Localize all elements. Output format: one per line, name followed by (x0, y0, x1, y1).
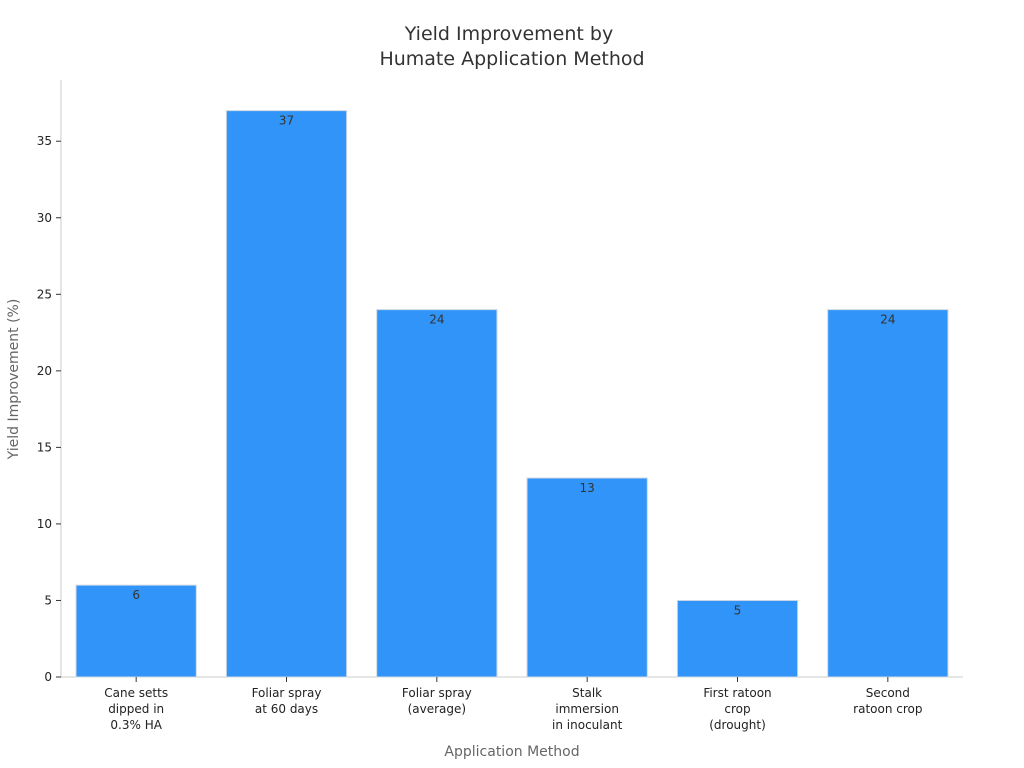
x-tick-label-line: (drought) (709, 718, 766, 732)
y-tick-label: 15 (37, 440, 52, 454)
bar-value-label: 5 (734, 603, 742, 617)
x-tick-label-line: 0.3% HA (110, 718, 162, 732)
y-tick-label: 30 (37, 211, 52, 225)
bar-value-label: 13 (580, 481, 595, 495)
bar (676, 599, 799, 678)
bar-value-label: 6 (132, 588, 140, 602)
bar (225, 110, 348, 678)
x-tick-label-line: Stalk (572, 686, 602, 700)
x-tick-label: Stalk immersion in inoculant (552, 686, 623, 732)
x-tick-label: Second ratoon crop (853, 686, 922, 716)
x-tick-label-line: Cane setts (104, 686, 168, 700)
bar (376, 309, 498, 678)
chart-title-line-1: Yield Improvement by (404, 23, 613, 45)
plot-area: 0 5 10 15 20 25 30 35 6 Cane setts dipped in 0.3% H… (37, 80, 963, 732)
bar (526, 477, 648, 678)
x-axis-title: Application Method (444, 744, 579, 760)
y-tick-label: 10 (37, 517, 52, 531)
x-tick-label-line: in inoculant (552, 718, 623, 732)
x-tick-label: Cane setts dipped in 0.3% HA (104, 686, 168, 732)
bar (827, 309, 949, 678)
y-tick-label: 35 (37, 134, 52, 148)
x-tick-label-line: Foliar spray (402, 686, 472, 700)
y-axis-title: Yield Improvement (%) (6, 299, 22, 461)
x-tick-label-line: dipped in (108, 702, 164, 716)
x-tick-label: Foliar spray at 60 days (252, 686, 322, 716)
chart-title: Yield Improvement by Humate Application … (379, 23, 644, 70)
y-tick-label: 25 (37, 287, 52, 301)
bar-value-label: 24 (880, 313, 895, 327)
y-tick-label: 0 (44, 670, 52, 684)
bar-value-label: 24 (429, 313, 444, 327)
y-tick-label: 20 (37, 364, 52, 378)
x-tick-label-line: Foliar spray (252, 686, 322, 700)
x-tick-label-line: at 60 days (255, 702, 318, 716)
bar (75, 584, 197, 678)
x-tick-label-line: (average) (408, 702, 467, 716)
x-tick-label: Foliar spray (average) (402, 686, 472, 716)
x-tick-label-line: ratoon crop (853, 702, 922, 716)
x-tick-label: First ratoon crop (drought) (703, 686, 771, 732)
x-tick-label-line: Second (866, 686, 910, 700)
y-tick-label: 5 (44, 593, 52, 607)
bar-value-label: 37 (279, 114, 294, 128)
x-tick-label-line: immersion (555, 702, 619, 716)
chart-title-line-2: Humate Application Method (379, 48, 644, 70)
x-tick-label-line: crop (724, 702, 750, 716)
x-tick-label-line: First ratoon (703, 686, 771, 700)
